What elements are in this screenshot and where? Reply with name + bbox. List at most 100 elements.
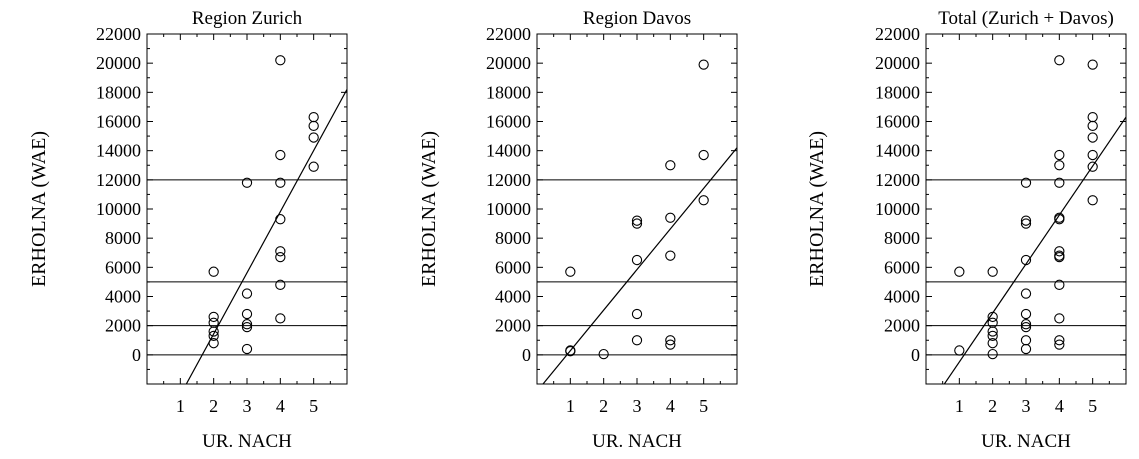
data-point (631, 215, 643, 226)
data-point (987, 348, 998, 360)
y-tick-label: 12000 (875, 170, 920, 190)
x-tick-label: 3 (1022, 396, 1031, 416)
data-point (1087, 195, 1098, 206)
chart-title: Total (Zurich + Davos) (938, 8, 1114, 29)
y-tick-label: 6000 (495, 257, 531, 277)
y-tick-label: 18000 (875, 82, 920, 102)
y-tick-label: 10000 (96, 199, 141, 219)
data-point (1020, 335, 1032, 346)
data-point (1054, 55, 1065, 66)
data-point (665, 212, 676, 223)
regression-line (943, 116, 1126, 384)
data-point (1020, 215, 1032, 226)
y-tick-label: 8000 (495, 228, 531, 248)
data-point (241, 343, 253, 355)
data-point (1054, 214, 1065, 225)
data-point (1054, 246, 1065, 257)
data-point (308, 111, 319, 123)
y-axis-label: ERHOLNA (WAE) (418, 131, 440, 287)
y-tick-label: 8000 (105, 228, 141, 248)
data-point (275, 177, 286, 188)
data-point (208, 338, 219, 349)
data-point (698, 149, 709, 161)
y-tick-label: 0 (132, 345, 141, 365)
data-point (1020, 218, 1032, 229)
chart-panel-3: Total (Zurich + Davos) 0 2000 4000 6000 8000 1… (806, 8, 1127, 452)
regression-line (185, 89, 347, 384)
x-tick-label: 2 (988, 396, 997, 416)
y-tick-label: 2000 (105, 316, 141, 336)
data-point (241, 308, 253, 320)
data-point (1054, 279, 1065, 290)
data-point (241, 319, 253, 330)
data-point (241, 288, 253, 299)
y-tick-label: 12000 (96, 170, 141, 190)
data-point (1087, 111, 1098, 123)
x-tick-label: 5 (1088, 396, 1097, 416)
y-tick-label: 12000 (486, 170, 531, 190)
x-tick-label: 5 (309, 396, 318, 416)
data-point (987, 326, 998, 337)
y-tick-label: 2000 (495, 316, 531, 336)
data-point (275, 313, 286, 324)
x-tick-label: 4 (666, 396, 675, 416)
chart-title: Region Zurich (192, 8, 303, 29)
regression-line (542, 147, 737, 384)
data-point (275, 149, 286, 161)
data-point (275, 246, 286, 257)
y-tick-label: 10000 (486, 199, 531, 219)
y-tick-label: 20000 (96, 53, 141, 73)
y-tick-label: 4000 (884, 287, 920, 307)
data-point (987, 338, 998, 349)
y-tick-label: 16000 (486, 112, 531, 132)
y-tick-label: 14000 (96, 141, 141, 161)
data-point (208, 311, 219, 323)
data-point (1087, 161, 1098, 172)
y-tick-label: 6000 (105, 257, 141, 277)
data-point (208, 330, 219, 342)
data-point (275, 251, 286, 263)
x-tick-label: 4 (1055, 396, 1064, 416)
data-point (1087, 149, 1098, 161)
x-tick-label: 2 (599, 396, 608, 416)
data-point (275, 214, 286, 225)
data-point (565, 266, 576, 277)
y-axis-label: ERHOLNA (WAE) (28, 131, 50, 287)
data-point (665, 339, 676, 350)
data-point (665, 335, 676, 346)
data-point (954, 345, 965, 356)
plot-frame (536, 33, 738, 385)
data-point (1020, 321, 1032, 333)
data-point (1087, 132, 1098, 143)
y-tick-label: 22000 (96, 24, 141, 44)
data-point (208, 266, 219, 277)
chart-panel-2: Region Davos 0 2000 4000 6000 8000 10000 12000 1… (418, 8, 738, 452)
data-point (598, 348, 609, 360)
data-point (1054, 177, 1065, 188)
data-point (241, 177, 253, 188)
x-tick-label: 1 (566, 396, 575, 416)
y-tick-label: 16000 (875, 112, 920, 132)
data-point (631, 335, 643, 346)
data-point (1020, 343, 1032, 355)
data-point (275, 279, 286, 290)
y-tick-label: 4000 (105, 287, 141, 307)
data-point (665, 250, 676, 261)
data-point (565, 346, 576, 357)
x-tick-label: 1 (955, 396, 964, 416)
data-point (987, 330, 998, 342)
data-point (308, 132, 319, 143)
x-tick-label: 1 (176, 396, 185, 416)
data-point (665, 160, 676, 171)
data-point (698, 59, 709, 70)
y-tick-label: 2000 (884, 316, 920, 336)
y-tick-label: 4000 (495, 287, 531, 307)
chart-panel-1: Region Zurich020004000600080001000012000… (28, 8, 348, 452)
data-point (698, 195, 709, 206)
data-point (1020, 319, 1032, 330)
data-point (987, 266, 998, 277)
data-point (308, 120, 319, 132)
data-point (208, 326, 219, 337)
data-point (308, 161, 319, 172)
y-tick-label: 20000 (875, 53, 920, 73)
